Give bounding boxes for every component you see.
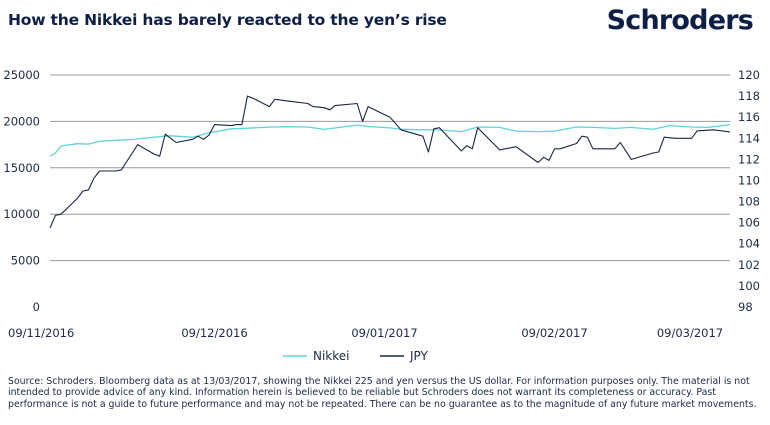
legend-item-nikkei: Nikkei (283, 349, 350, 363)
left-axis-tick-label: 20000 (3, 114, 40, 128)
jpy-series-line (49, 95, 731, 229)
right-axis-tick-label: 100 (738, 279, 760, 293)
legend-label: Nikkei (313, 349, 350, 363)
right-axis-tick-label: 108 (738, 195, 760, 209)
right-axis-tick-label: 120 (738, 68, 760, 82)
nikkei-series-line (49, 123, 731, 157)
source-footnote: Source: Schroders. Bloomberg data as at … (8, 376, 757, 410)
right-axis-tick-label: 106 (738, 216, 760, 230)
chart: 0 5000 10000 15000 20000 25000 98 100 102 104 106… (3, 68, 760, 363)
chart-title: How the Nikkei has barely reacted to the… (8, 11, 447, 29)
x-axis-tick-label: 09/03/2017 (657, 326, 723, 340)
right-axis-tick-label: 118 (738, 89, 760, 103)
right-axis-tick-label: 114 (738, 131, 760, 145)
grid-lines (50, 74, 730, 262)
legend-label: JPY (409, 349, 429, 363)
right-axis-tick-label: 98 (738, 300, 753, 314)
legend: Nikkei JPY (283, 349, 429, 363)
right-axis-tick-label: 112 (738, 152, 760, 166)
right-axis-tick-label: 104 (738, 237, 760, 251)
right-axis-tick-labels: 98 100 102 104 106 108 110 112 114 116 118 120 (738, 68, 760, 314)
x-axis-tick-label: 09/01/2017 (351, 326, 417, 340)
left-axis-tick-label: 0 (33, 300, 40, 314)
x-axis-tick-label: 09/12/2016 (181, 326, 247, 340)
schroders-logo: Schroders (606, 5, 754, 36)
left-axis-tick-labels: 0 5000 10000 15000 20000 25000 (3, 68, 40, 314)
right-axis-tick-label: 110 (738, 173, 760, 187)
x-axis-tick-label: 09/02/2017 (521, 326, 587, 340)
left-axis-tick-label: 25000 (3, 68, 40, 82)
x-axis-tick-label: 09/11/2016 (8, 326, 74, 340)
right-axis-tick-label: 116 (738, 110, 760, 124)
left-axis-tick-label: 10000 (3, 207, 40, 221)
x-axis-tick-labels: 09/11/2016 09/12/2016 09/01/2017 09/02/2017… (8, 326, 723, 340)
left-axis-tick-label: 5000 (11, 254, 40, 268)
right-axis-tick-label: 102 (738, 258, 760, 272)
series-lines (49, 95, 731, 229)
legend-item-jpy: JPY (380, 349, 429, 363)
left-axis-tick-label: 15000 (3, 161, 40, 175)
